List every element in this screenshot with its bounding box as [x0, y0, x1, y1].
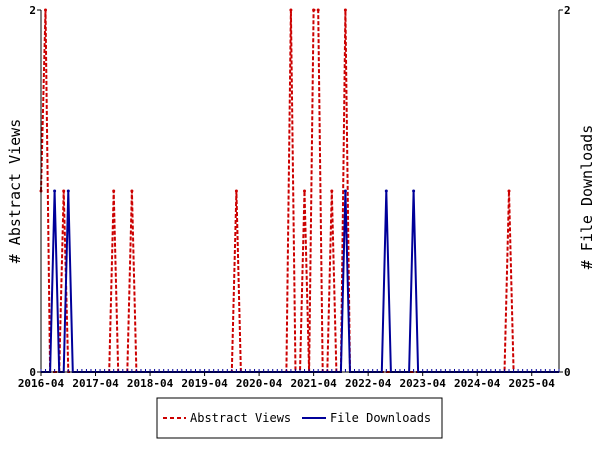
legend-label-file-downloads: File Downloads: [330, 411, 431, 425]
y-left-tick-label: 0: [29, 366, 36, 379]
legend: Abstract Views File Downloads: [156, 397, 443, 439]
data-point: [303, 189, 306, 193]
data-point: [234, 189, 238, 193]
data-point: [66, 189, 70, 193]
x-tick-label: 2021-04: [290, 377, 337, 390]
y-left-tick-label: 2: [29, 4, 36, 17]
x-tick-label: 2024-04: [454, 377, 501, 390]
x-tick-label: 2020-04: [236, 377, 283, 390]
chart-marks: [39, 8, 559, 373]
data-point: [343, 189, 347, 193]
data-point: [62, 189, 66, 193]
data-point: [130, 189, 134, 193]
x-tick-label: 2017-04: [72, 377, 119, 390]
y-right-tick-label: 2: [564, 4, 571, 17]
legend-box: [156, 397, 443, 439]
x-tick-label: 2018-04: [127, 377, 174, 390]
x-tick-label: 2016-04: [18, 377, 65, 390]
x-tick-label: 2019-04: [181, 377, 228, 390]
data-point: [507, 189, 511, 193]
data-point: [44, 8, 47, 12]
data-point: [330, 189, 334, 193]
data-point: [112, 189, 116, 193]
data-point: [53, 189, 57, 193]
y-right-tick-label: 0: [564, 366, 571, 379]
data-point: [384, 189, 388, 193]
data-point: [412, 189, 416, 193]
data-point: [289, 8, 293, 12]
y-axis-right-title: # File Downloads: [578, 125, 596, 270]
chart-axes: [40, 10, 560, 373]
legend-label-abstract-views: Abstract Views: [190, 411, 291, 425]
x-tick-label: 2022-04: [345, 377, 392, 390]
series-line-abstract-views: [40, 9, 559, 373]
data-point: [343, 8, 347, 12]
y-axis-left-title: # Abstract Views: [6, 119, 24, 264]
data-point: [316, 8, 320, 12]
data-point: [312, 8, 316, 12]
chart-ticks: 2016-04 2017-04 2018-04 2019-04 2020-04 2021-…: [18, 4, 571, 390]
x-tick-label: 2023-04: [400, 377, 447, 390]
x-tick-label: 2025-04: [509, 377, 556, 390]
